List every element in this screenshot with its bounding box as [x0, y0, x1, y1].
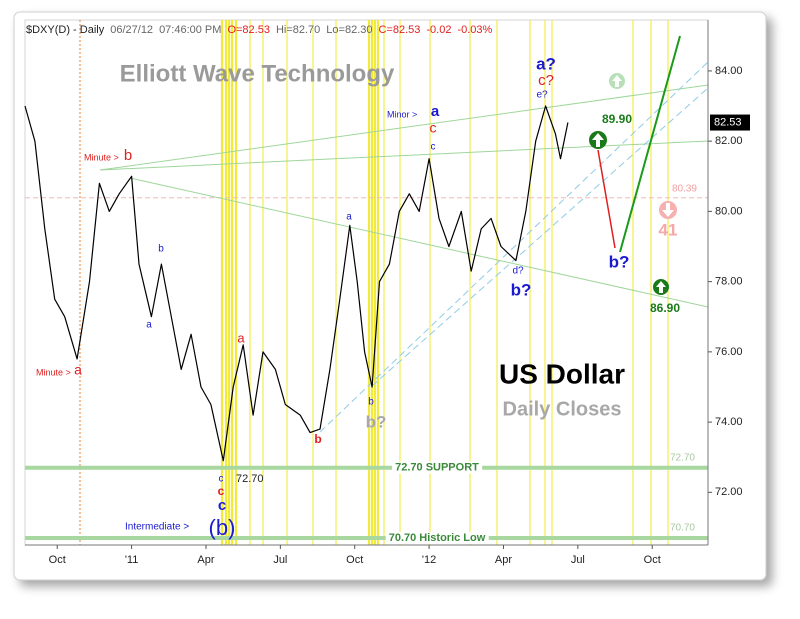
wave-label: c	[430, 120, 437, 136]
up-arrow-icon	[612, 75, 622, 87]
x-tick-label: Apr	[495, 554, 512, 566]
wave-label: a	[346, 212, 352, 223]
x-tick-label: Oct	[346, 554, 363, 566]
y-tick-label: 82.00	[715, 135, 743, 147]
wave-label: c	[218, 484, 225, 498]
down-arrow-icon	[662, 203, 674, 217]
price-line	[24, 105, 569, 462]
wave-label: 86.90	[650, 301, 680, 315]
reference-value-label: 70.70	[670, 523, 695, 534]
wave-label: a	[74, 362, 82, 378]
x-tick-label: Jul	[273, 554, 287, 566]
wave-label: b	[158, 244, 164, 255]
wave-label: c	[218, 497, 226, 514]
up-arrow-icon	[656, 281, 666, 293]
header-text: Hi=82.70	[276, 24, 320, 36]
y-tick-label: 80.00	[715, 205, 743, 217]
wave-label: a?	[536, 54, 556, 73]
header-text: -0.03%	[457, 24, 492, 36]
header-text: -0.02	[426, 24, 451, 36]
last-price-box	[710, 114, 750, 131]
x-tick-label: Oct	[644, 554, 661, 566]
y-tick-label: 84.00	[715, 65, 743, 77]
wave-label: b?	[366, 412, 387, 431]
wave-label: (b)	[209, 515, 236, 540]
header-text: 06/27/12	[110, 24, 153, 36]
wave-label: d?	[512, 266, 524, 277]
wave-label: b	[314, 432, 321, 446]
wave-label: b	[124, 147, 132, 164]
wave-label: b?	[609, 252, 630, 271]
wave-label: Minute >	[36, 367, 71, 377]
wave-label: 72.70	[236, 473, 264, 485]
reference-value-label: 72.70	[670, 452, 695, 463]
wave-label: e?	[536, 90, 548, 101]
header: $DXY(D) - Daily 06/27/12 07:46:00 PM O=82.5…	[26, 24, 493, 36]
y-tick-label: 78.00	[715, 276, 743, 288]
label-background	[385, 531, 489, 544]
wave-label: c?	[538, 72, 554, 89]
chart-subtitle: US Dollar	[499, 358, 625, 389]
channel-line	[319, 61, 709, 433]
y-tick-label: 74.00	[715, 416, 743, 428]
wave-label: Intermediate >	[125, 522, 189, 533]
x-tick-label: Apr	[197, 554, 214, 566]
header-text: $DXY(D) - Daily	[26, 24, 105, 36]
wave-label: c	[431, 142, 436, 153]
label-background	[392, 461, 483, 474]
header-text: 07:46:00 PM	[159, 24, 221, 36]
trend-line	[129, 177, 709, 308]
axes: 72.00 74.00 76.00 78.00 80.00 82.00 84.00 Oct '1…	[25, 20, 750, 566]
chart-caption: Daily Closes	[503, 398, 622, 420]
series-layer	[24, 105, 569, 462]
decorations	[79, 20, 669, 545]
wave-label: Minor >	[387, 109, 417, 119]
wave-label: a	[146, 320, 152, 331]
trend-line	[99, 84, 709, 171]
x-tick-label: '11	[125, 554, 139, 566]
plot-area	[24, 19, 709, 546]
wave-label: a	[237, 330, 245, 345]
y-tick-label: 76.00	[715, 346, 743, 358]
trend-lines	[99, 35, 709, 433]
projection-line	[597, 149, 616, 249]
reference-lines: 72.70 SUPPORT 72.70 70.70 Historic Low 70.7…	[25, 183, 708, 544]
wave-label: a	[431, 103, 440, 120]
header-text: Lo=82.30	[326, 24, 372, 36]
x-tick-label: Jul	[571, 554, 585, 566]
y-tick-label: 72.00	[715, 486, 743, 498]
wave-label: b?	[511, 280, 532, 299]
reference-label: 70.70 Historic Low	[389, 532, 486, 544]
chart-title: Elliott Wave Technology	[120, 60, 395, 87]
header-text: C=82.53	[378, 24, 420, 36]
trend-line	[99, 140, 709, 171]
x-tick-label: '12	[422, 554, 436, 566]
last-price-label: 82.53	[714, 116, 742, 128]
wave-label: 41	[659, 220, 678, 239]
annotations: Elliott Wave Technology US Dollar Daily …	[36, 54, 680, 539]
up-arrow-icon	[592, 133, 604, 147]
header-text: O=82.53	[227, 24, 270, 36]
wave-label: Minute >	[84, 152, 119, 162]
reference-label: 72.70 SUPPORT	[395, 462, 479, 474]
reference-value-label: 80.39	[672, 183, 697, 194]
wave-label: b	[368, 397, 374, 408]
wave-label: 89.90	[602, 112, 632, 126]
x-tick-label: Oct	[49, 554, 66, 566]
wave-label: c	[219, 474, 224, 485]
projection-line	[619, 35, 681, 253]
